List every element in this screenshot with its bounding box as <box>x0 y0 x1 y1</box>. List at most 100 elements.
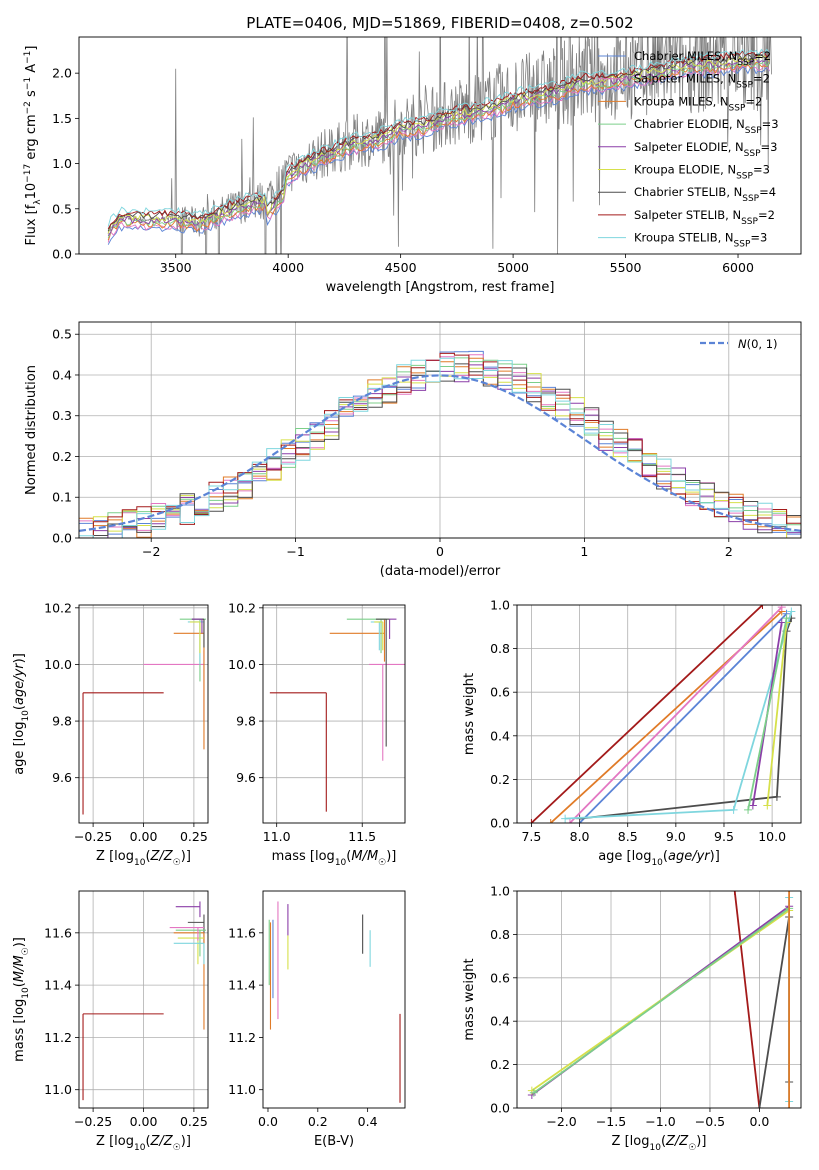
label-part: SSP <box>729 103 746 113</box>
label-part: SSP <box>742 194 759 204</box>
y-tick-label: 2.0 <box>52 66 72 81</box>
Z-age-panel: −0.25 0.00 0.259.69.810.010.2Z [log10(Z/Z☉… <box>12 600 209 868</box>
weight-point <box>782 614 791 623</box>
label-part: E(B-V) <box>314 1134 354 1149</box>
label-part: 10 <box>335 858 347 868</box>
x-tick-label: 10.0 <box>758 829 786 844</box>
axes-frame <box>78 321 802 539</box>
y-tick-label: 0.2 <box>52 449 72 464</box>
label-part: Z [ <box>96 849 114 864</box>
x-tick-label: 0.00 <box>130 1114 158 1129</box>
x-tick-label: 0 <box>436 544 444 559</box>
label-part: mass [ <box>12 1019 27 1062</box>
y-tick-label: 11.4 <box>44 978 72 993</box>
label-part: log <box>12 999 27 1019</box>
plot-area <box>527 605 796 823</box>
axes-frame <box>262 890 406 1109</box>
x-tick-label: 0.00 <box>130 829 158 844</box>
label-part: Z/Z <box>665 1134 689 1149</box>
x-tick-label: −1.0 <box>645 1114 675 1129</box>
legend-label: N(0, 1) <box>738 337 778 351</box>
axes-frame <box>516 604 802 824</box>
weight-point <box>755 1104 764 1108</box>
residuals-panel: −2 −1 0 1 2 0.0 0.1 0.2 0.3 0.4 0.5 N(0, 1) (data-mo… <box>24 321 802 579</box>
weight-point <box>758 605 767 609</box>
x-tick-label: 8.5 <box>618 829 638 844</box>
y-tick-label: 0.8 <box>490 641 510 656</box>
label-part: (0, 1) <box>747 337 778 351</box>
age-weight-panel: 7.5 8.0 8.5 9.0 9.5 10.0 0.0 0.2 0.4 0.6 0.8 1.0 age… <box>462 598 802 868</box>
hist-kroupa-stelib <box>79 357 801 538</box>
x-tick-label: 11.0 <box>263 829 291 844</box>
x-tick-label: 3500 <box>160 260 192 275</box>
spectrum-panel: 3500 4000 4500 5000 5500 6000 0.0 0.5 1.0 1.5 2.0 P… <box>23 14 802 295</box>
label-part: Flux [f <box>24 204 39 245</box>
label-part: 10 <box>21 710 31 722</box>
weight-point <box>527 819 536 823</box>
label-part: =2 <box>754 49 771 63</box>
weight-line-kroupa-elodie <box>766 622 788 806</box>
y-tick-label: 1.0 <box>52 156 72 171</box>
y-tick-label: 10.2 <box>44 600 72 615</box>
weight-line-chabrier-miles <box>578 613 788 823</box>
y-tick-label: 0.4 <box>490 1014 510 1029</box>
y-axis-label: Normed distribution <box>24 365 39 495</box>
x-tick-label: 2 <box>725 544 733 559</box>
x-tick-label: 0.2 <box>308 1114 328 1129</box>
y-axis-label: mass weight <box>462 673 477 755</box>
weight-point <box>561 814 570 823</box>
x-axis-label: wavelength [Angstrom, rest frame] <box>326 280 555 295</box>
x-tick-label: 4500 <box>385 260 417 275</box>
y-tick-label: 0.6 <box>490 970 510 985</box>
y-tick-label: 0.1 <box>52 490 72 505</box>
label-part: M/M <box>12 955 27 982</box>
EBV-mass-panel: 0.0 0.2 0.4 11.0 11.2 11.4 11.6 E(B-V) <box>228 890 406 1149</box>
model-line-kroupa-stelib <box>107 48 770 227</box>
weight-line-chabrier-stelib <box>758 916 790 1108</box>
label-part: SSP <box>744 149 761 159</box>
plot-area <box>82 618 206 815</box>
y-tick-label: 10.0 <box>44 657 72 672</box>
label-part: N <box>738 337 747 351</box>
label-part: Salpeter MILES, N <box>634 72 736 86</box>
legend-label: Salpeter ELODIE, NSSP=3 <box>634 140 777 159</box>
label-part: Kroupa MILES, N <box>634 94 729 108</box>
y-tick-label: 0.0 <box>490 1101 510 1116</box>
model-line-chabrier-elodie <box>107 59 770 239</box>
label-part: ] <box>24 46 39 51</box>
y-tick-label: 9.6 <box>52 770 72 785</box>
plot-area <box>79 350 801 538</box>
label-part: age/yr <box>12 662 27 705</box>
weight-point <box>748 801 757 810</box>
label-part: 10 <box>24 183 39 200</box>
label-part: log <box>12 722 27 742</box>
label-part: log <box>114 1134 134 1149</box>
label-part: Kroupa STELIB, N <box>634 231 734 245</box>
legend-label: Kroupa MILES, NSSP=2 <box>634 94 762 113</box>
x-tick-label: 4000 <box>272 260 304 275</box>
y-tick-label: 1.5 <box>52 111 72 126</box>
y-axis-label: mass weight <box>462 958 477 1040</box>
label-part: SSP <box>737 58 754 68</box>
y-tick-label: 0.2 <box>490 772 510 787</box>
x-axis-label: Z [log10(Z/Z☉)] <box>96 1134 191 1153</box>
label-part: =4 <box>759 185 776 199</box>
label-part: mass [ <box>272 849 315 864</box>
y-tick-label: 0.2 <box>490 1057 510 1072</box>
label-part: ☉ <box>378 858 386 868</box>
gaussian-curve <box>79 374 801 532</box>
label-part: age [ <box>598 849 631 864</box>
label-part: log <box>630 1134 650 1149</box>
label-part: erg cm <box>24 114 39 163</box>
y-tick-label: 11.0 <box>228 1082 256 1097</box>
y-axis-label: mass [log10(M/M☉)] <box>12 937 31 1062</box>
label-part: =3 <box>761 140 778 154</box>
axes-frame <box>262 604 406 824</box>
weight-point <box>777 605 786 612</box>
weight-line-chabrier-elodie <box>533 907 790 1094</box>
weight-point <box>772 792 781 801</box>
label-part: Chabrier STELIB, N <box>634 185 742 199</box>
label-part: mass weight <box>462 673 477 755</box>
label-part: 10 <box>134 858 146 868</box>
